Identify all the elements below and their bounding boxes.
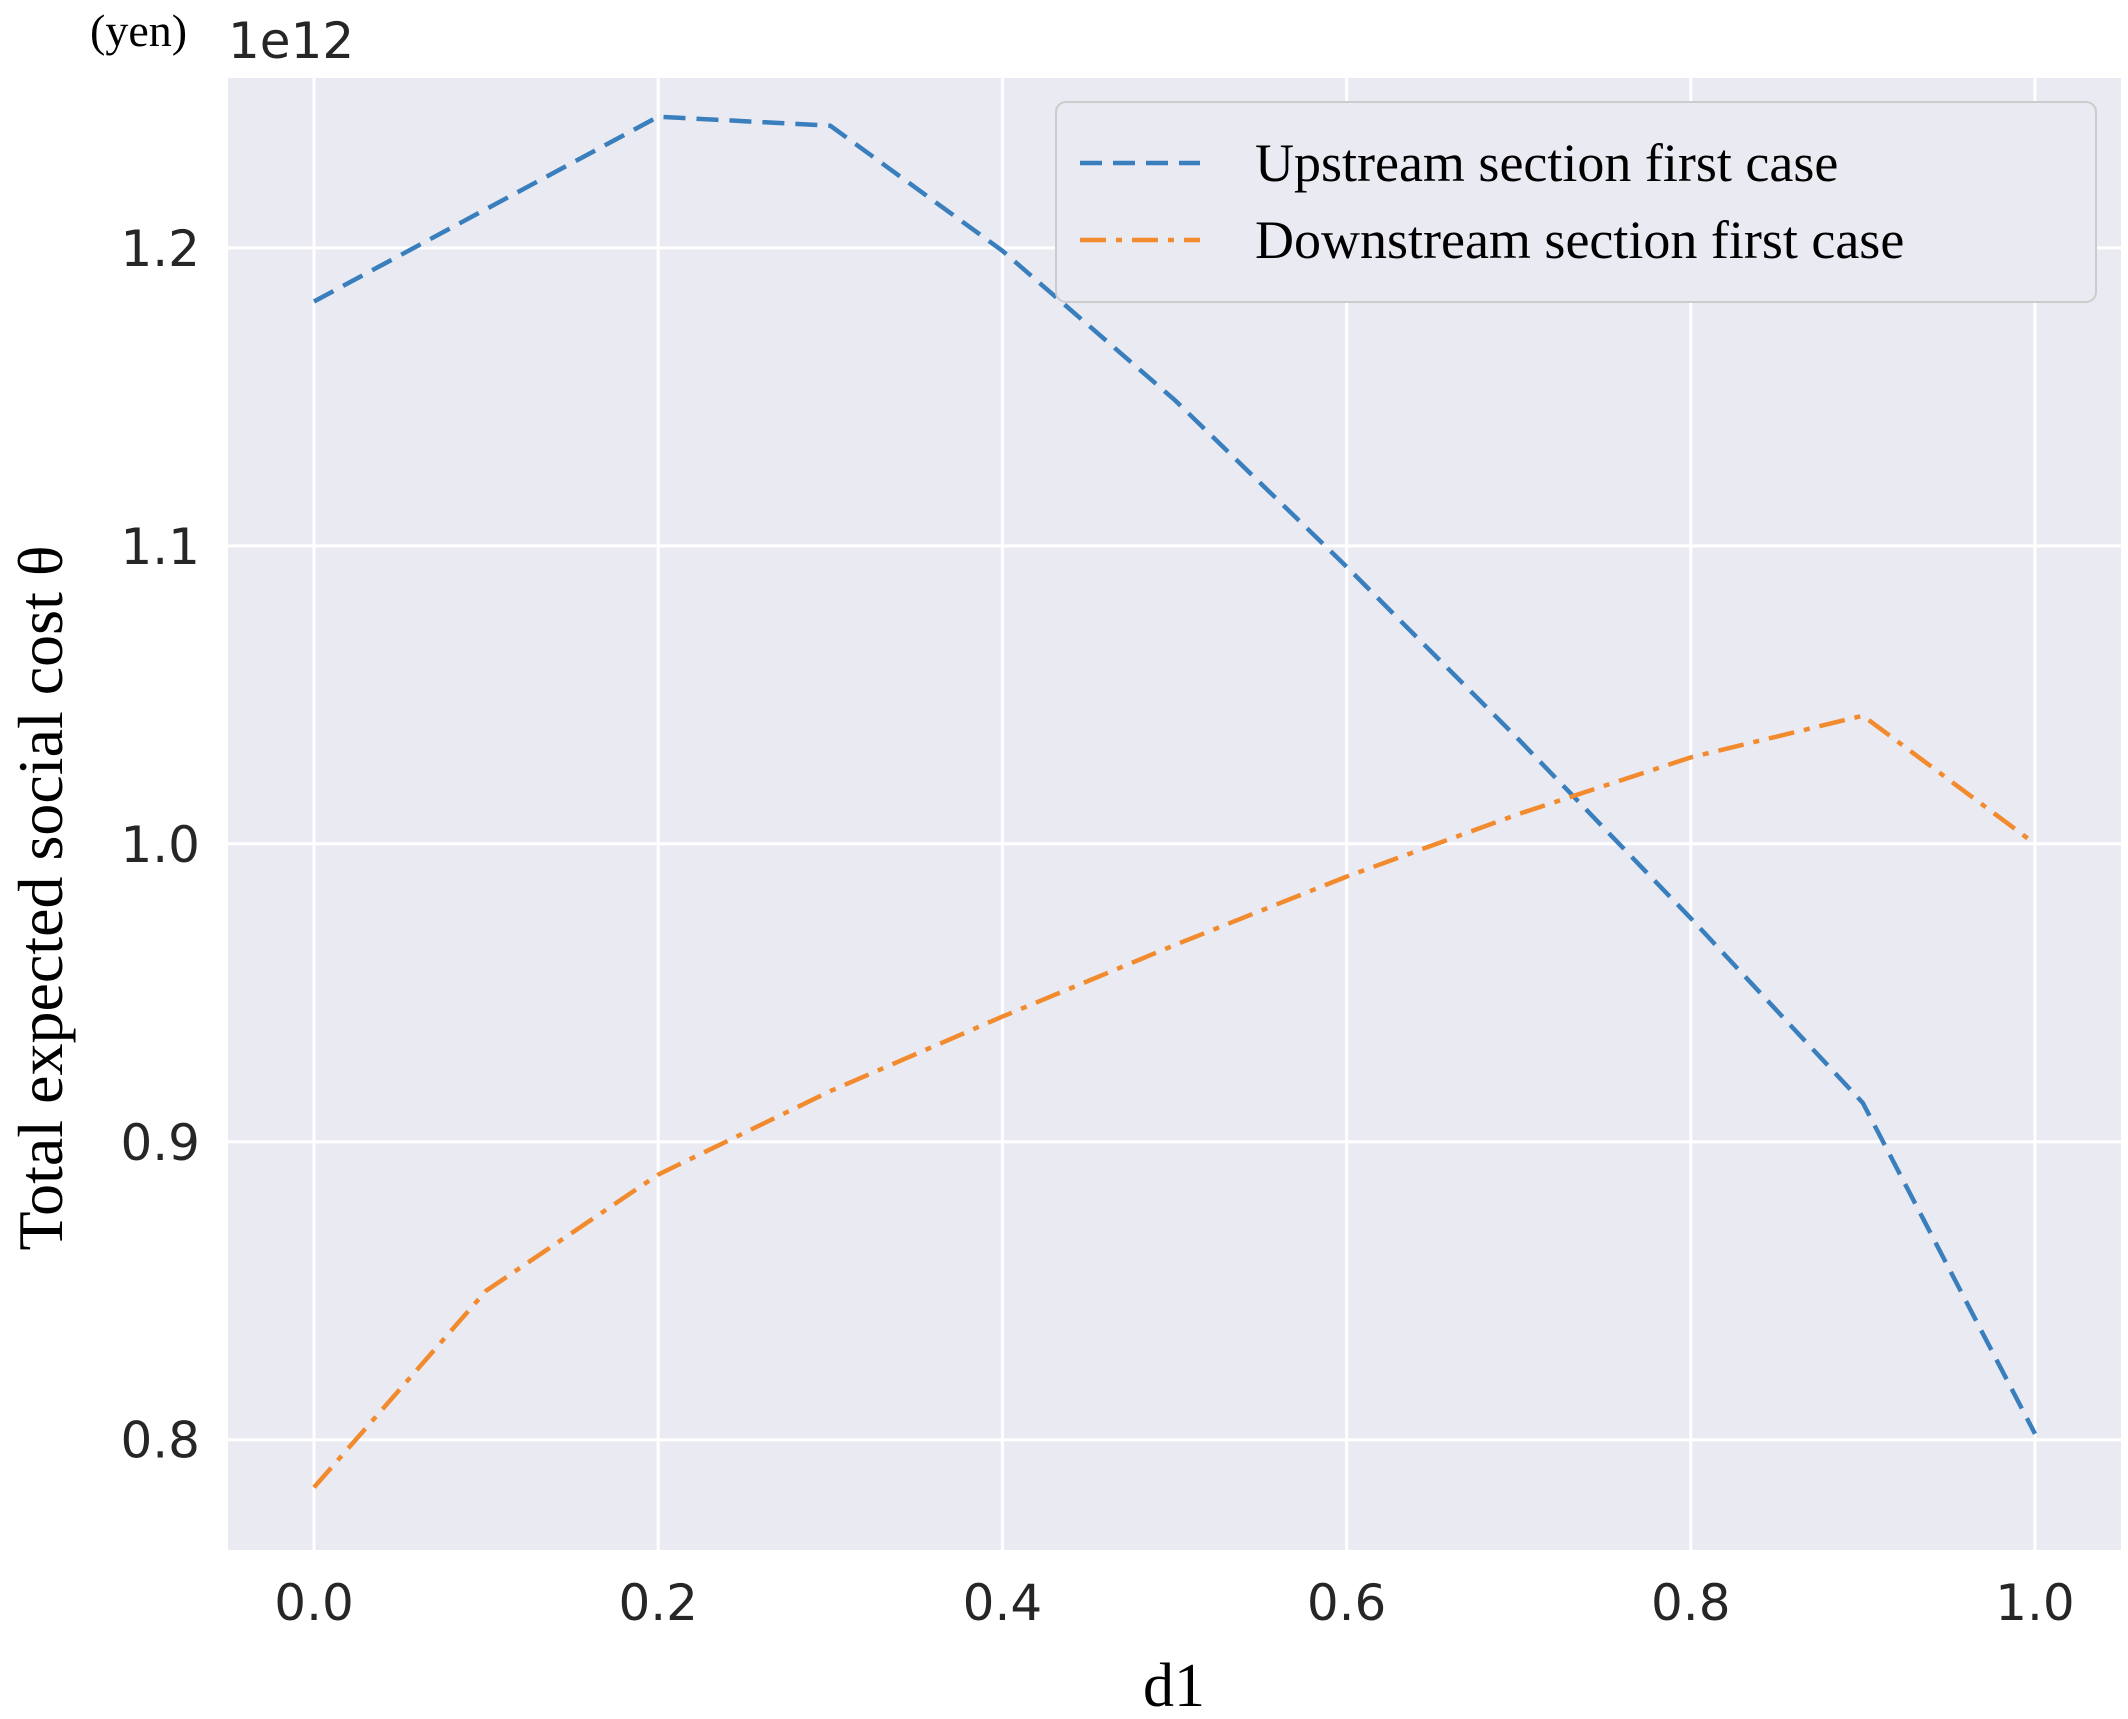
legend-label-upstream: Upstream section first case bbox=[1255, 133, 1838, 193]
y-tick-label: 1.0 bbox=[120, 816, 200, 874]
x-tick-label: 0.6 bbox=[1307, 1574, 1387, 1632]
y-tick-label: 0.8 bbox=[120, 1412, 200, 1470]
plot-area bbox=[228, 78, 2121, 1550]
y-tick-label: 0.9 bbox=[120, 1114, 200, 1172]
legend-box bbox=[1055, 101, 2097, 303]
x-tick-label: 0.4 bbox=[963, 1574, 1043, 1632]
series-lines bbox=[312, 114, 2037, 1489]
x-tick-label: 1.0 bbox=[1995, 1574, 2075, 1632]
x-axis-label: d1 bbox=[1143, 1652, 1205, 1719]
y-tick-label: 1.1 bbox=[120, 518, 200, 576]
y-tick-label: 1.2 bbox=[120, 220, 200, 278]
y-unit-label: (yen) bbox=[90, 5, 187, 56]
x-tick-label: 0.2 bbox=[618, 1574, 698, 1632]
legend-label-downstream: Downstream section first case bbox=[1255, 210, 1904, 270]
x-tick-label: 0.8 bbox=[1651, 1574, 1731, 1632]
tick-labels: 0.0 0.2 0.4 0.6 0.8 1.0 0.8 0.9 1.0 1.1 1.2 bbox=[120, 220, 2074, 1632]
y-axis-label: Total expected social cost θ bbox=[5, 545, 76, 1250]
x-tick-label: 0.0 bbox=[274, 1574, 354, 1632]
y-offset-label: 1e12 bbox=[228, 12, 354, 70]
series-line-upstream bbox=[312, 114, 2037, 1435]
legend: Upstream section first case Downstream s… bbox=[1055, 101, 2097, 303]
